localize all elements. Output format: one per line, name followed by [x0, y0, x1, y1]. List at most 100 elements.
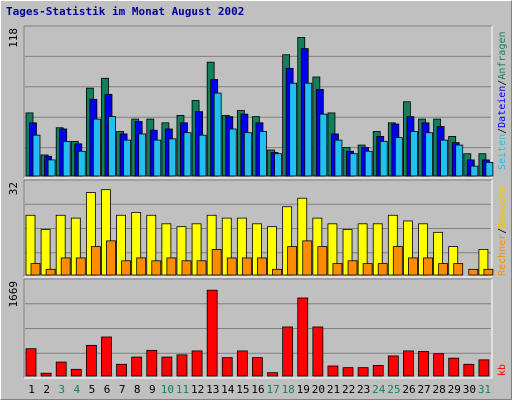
legend-middle-part: Besuche: [497, 186, 508, 228]
bar-kb-day-1: [25, 348, 37, 377]
x-tick-label-day-31: 31: [478, 383, 491, 396]
bar-seiten-day-11: [183, 132, 192, 177]
bar-rechner-day-2: [45, 268, 56, 276]
x-tick-label-day-4: 4: [74, 383, 81, 396]
bar-kb-day-21: [327, 365, 339, 377]
bar-kb-day-16: [252, 357, 263, 377]
x-tick-label-day-30: 30: [463, 383, 476, 396]
y-max-label: 32: [7, 182, 20, 195]
bar-besuche-day-27: [418, 223, 428, 276]
x-tick-label-day-7: 7: [119, 383, 126, 396]
bar-kb-day-18: [282, 326, 294, 377]
bar-rechner-day-3: [60, 257, 71, 276]
bar-seiten-day-21: [334, 139, 343, 177]
bar-seiten-day-13: [213, 92, 222, 177]
bar-kb-day-12: [191, 350, 203, 377]
bar-besuche-day-17: [267, 226, 277, 276]
legend-bottom: kb: [497, 364, 508, 376]
bar-besuche-day-4: [70, 217, 81, 276]
chart-title: Tages-Statistik im Monat August 2002: [6, 5, 244, 18]
bar-seiten-day-14: [228, 128, 237, 177]
bar-seiten-day-22: [349, 153, 358, 177]
bar-kb-day-30: [463, 363, 475, 377]
bar-kb-day-19: [297, 297, 309, 377]
bar-besuche-day-28: [433, 231, 444, 276]
bar-besuche-day-25: [387, 214, 398, 276]
bar-rechner-day-17: [272, 268, 282, 276]
x-tick-label-day-22: 22: [342, 383, 355, 396]
bar-besuche-day-31: [478, 249, 489, 276]
bar-besuche-day-11: [176, 226, 187, 276]
bar-rechner-day-10: [166, 257, 177, 276]
bar-besuche-day-14: [221, 217, 232, 276]
legend-top-part: /: [497, 128, 508, 134]
x-tick-label-day-21: 21: [327, 383, 340, 396]
bar-rechner-day-23: [362, 263, 373, 276]
bar-seiten-day-24: [379, 140, 388, 177]
bar-rechner-day-12: [196, 260, 207, 276]
legend-top: Seiten/Dateien/Anfragen: [497, 31, 508, 170]
bar-kb-day-14: [221, 357, 233, 377]
bar-kb-day-25: [387, 355, 399, 377]
bar-kb-day-5: [85, 344, 97, 377]
x-tick-label-day-19: 19: [297, 383, 310, 396]
bar-seiten-day-26: [410, 131, 418, 177]
bar-rechner-day-21: [332, 263, 343, 276]
bar-seiten-day-4: [77, 150, 86, 177]
bar-kb-day-26: [403, 350, 414, 377]
panel-top: 118: [7, 25, 494, 179]
bar-seiten-day-19: [304, 82, 313, 177]
bar-rechner-day-19: [302, 240, 313, 276]
bar-rechner-day-15: [241, 257, 252, 276]
bar-besuche-day-2: [40, 229, 51, 276]
x-tick-label-day-28: 28: [433, 383, 446, 396]
bar-kb-day-9: [146, 349, 158, 377]
x-tick-label-day-27: 27: [417, 383, 430, 396]
bar-seiten-day-2: [47, 159, 56, 177]
bar-kb-day-7: [116, 363, 127, 377]
bar-kb-day-31: [478, 359, 490, 377]
legend-middle-part: /: [497, 228, 508, 234]
legend-top-part: Anfragen: [497, 31, 508, 79]
bar-seiten-day-6: [108, 116, 116, 177]
bar-kb-day-20: [312, 326, 324, 377]
x-tick-label-day-23: 23: [357, 383, 370, 396]
bar-seiten-day-15: [243, 132, 252, 177]
bar-seiten-day-9: [153, 139, 162, 177]
bar-seiten-day-27: [425, 132, 433, 177]
bar-seiten-day-18: [289, 82, 298, 177]
bar-kb-day-4: [70, 368, 82, 377]
x-tick-label-day-16: 16: [251, 383, 264, 396]
bar-kb-day-3: [55, 361, 67, 377]
bar-seiten-day-31: [485, 161, 494, 177]
bar-seiten-day-28: [440, 139, 449, 177]
bar-rechner-day-9: [151, 260, 162, 276]
bar-kb-day-11: [176, 354, 188, 377]
legend-top-part: /: [497, 80, 508, 86]
x-tick-label-day-24: 24: [372, 383, 386, 396]
bar-seiten-day-7: [123, 139, 131, 177]
bar-rechner-day-22: [347, 260, 358, 276]
bar-besuche-day-10: [161, 223, 172, 276]
bar-besuche-day-8: [131, 212, 142, 276]
bar-seiten-day-23: [364, 150, 373, 177]
bar-seiten-day-5: [92, 118, 101, 177]
bar-rechner-day-11: [181, 260, 192, 276]
bar-kb-day-10: [161, 356, 173, 377]
x-tick-label-day-18: 18: [282, 383, 295, 396]
bar-besuche-day-15: [236, 217, 247, 276]
bar-seiten-day-1: [32, 134, 41, 177]
x-tick-label-day-12: 12: [191, 383, 204, 396]
bar-seiten-day-3: [62, 140, 71, 177]
x-tick-label-day-29: 29: [448, 383, 461, 396]
bar-besuche-day-3: [55, 214, 66, 276]
bar-rechner-day-30: [468, 268, 479, 276]
bar-rechner-day-4: [75, 257, 86, 276]
bar-besuche-day-24: [372, 223, 383, 276]
bar-kb-day-28: [433, 353, 445, 377]
bar-rechner-day-1: [30, 263, 41, 276]
x-tick-label-day-26: 26: [402, 383, 415, 396]
bar-kb-day-22: [342, 367, 354, 377]
bar-rechner-day-29: [453, 263, 464, 276]
